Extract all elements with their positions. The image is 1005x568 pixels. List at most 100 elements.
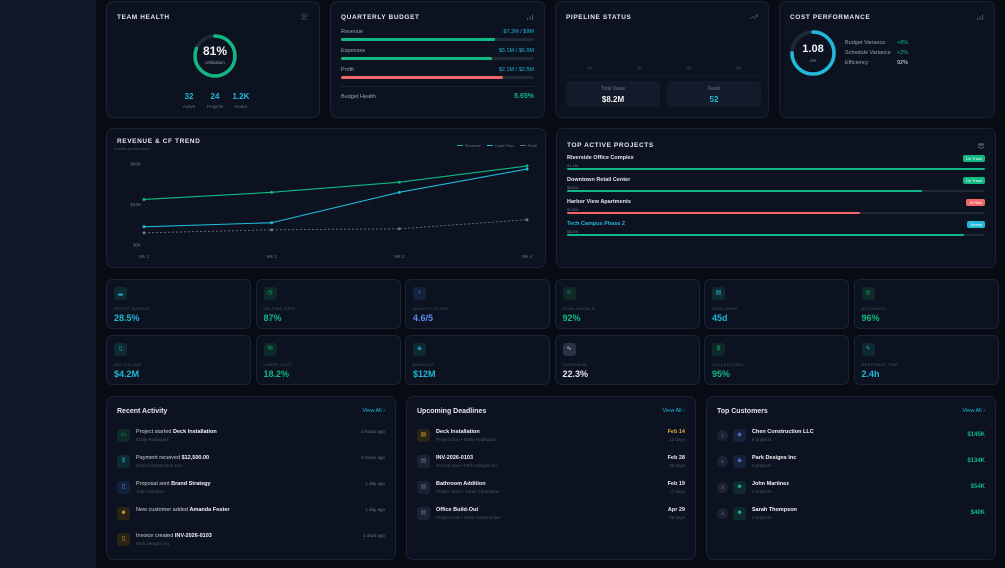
data-point[interactable] <box>525 218 529 222</box>
customer-title: Park Designs Inc <box>752 455 797 461</box>
kpi-value: 87% <box>263 313 282 323</box>
customer-title: John Martinez <box>752 481 789 487</box>
data-point[interactable] <box>397 190 401 194</box>
deadline-date-block: Feb 14 12 days <box>668 429 685 442</box>
deadline-name: Office Build-Out <box>436 507 478 513</box>
data-point[interactable] <box>270 190 274 194</box>
activity-time: 1 day ago <box>365 507 385 512</box>
deadline-date: Feb 14 <box>667 429 685 435</box>
project-name[interactable]: Riverside Office Complex <box>567 155 634 161</box>
customer-item[interactable]: 3 ☻ John Martinez 3 projects $54K <box>717 481 985 503</box>
kpi-card-accuracy[interactable]: ◎ ACCURACY 96% <box>853 279 999 329</box>
project-row[interactable]: Tech Campus Phase 2 $620K Ahead <box>567 221 985 243</box>
customer-projects: 2 projects <box>752 515 772 520</box>
data-point[interactable] <box>397 227 401 231</box>
data-point[interactable] <box>525 164 529 168</box>
view-all-activity-link[interactable]: View All › <box>362 408 385 414</box>
kpi-card-backlog[interactable]: ◈ BACKLOG $12M <box>405 335 550 385</box>
kpi-card-response-time[interactable]: ϟ RESPONSE TIME 2.4h <box>853 335 999 385</box>
data-point[interactable] <box>142 231 146 235</box>
project-progress-fill <box>567 190 923 192</box>
quarter-label: Q4 <box>736 65 742 70</box>
pipeline-title: PIPELINE STATUS <box>566 14 632 21</box>
team-health-title: TEAM HEALTH <box>117 14 170 21</box>
data-point[interactable] <box>525 167 529 171</box>
view-all-deadlines-link[interactable]: View All › <box>662 408 685 414</box>
customer-item[interactable]: 2 ◈ Park Designs Inc 6 projects $134K <box>717 455 985 477</box>
activity-item[interactable]: ☻ New customer added Amanda Foster 1 day a… <box>117 507 385 529</box>
activity-subject: Deck Installation <box>173 429 217 435</box>
data-point[interactable] <box>270 228 274 232</box>
y-tick-label: $0K <box>133 243 141 248</box>
kpi-card-team-morale[interactable]: ☺ TEAM MORALE 92% <box>554 279 700 329</box>
kpi-card-bid-volume[interactable]: ▯ BID VOLUME $4.2M <box>106 335 251 385</box>
kpi-card-quality-score[interactable]: ♁ QUALITY SCORE 4.6/5 <box>405 279 550 329</box>
project-name[interactable]: Tech Campus Phase 2 <box>567 221 625 227</box>
trend-subtitle: 4-week performance <box>114 146 151 151</box>
project-name[interactable]: Harbor View Apartments <box>567 199 631 205</box>
project-row[interactable]: Riverside Office Complex $1.2M On Track <box>567 155 985 177</box>
project-name[interactable]: Downtown Retail Center <box>567 177 631 183</box>
deadline-item[interactable]: ▤ Bathroom Addition Project Start • Sarah … <box>417 481 685 503</box>
budget-health-value: 5.65% <box>514 93 534 100</box>
quarterly-budget-title: QUARTERLY BUDGET <box>341 14 420 21</box>
kpi-label: OVERHEAD <box>562 362 588 367</box>
deadline-sub: Project Due • Emily Rodriguez <box>436 437 497 442</box>
dollar-icon: $ <box>712 343 725 356</box>
data-point[interactable] <box>397 180 401 184</box>
activity-text: New customer added Amanda Foster <box>136 507 230 513</box>
customer-item[interactable]: 4 ☻ Sarah Thompson 2 projects $40K <box>717 507 985 529</box>
project-amount: $890K <box>567 185 579 190</box>
status-badge: On Track <box>962 155 985 162</box>
customer-name: Chen Construction LLC <box>752 429 814 435</box>
activity-item[interactable]: ▭ Project started Deck Installation Emily … <box>117 429 385 451</box>
kpi-card-profit-margin[interactable]: ▂ PROFIT MARGIN 28.5% <box>106 279 251 329</box>
kpi-value: 95% <box>712 369 731 379</box>
customer-title: Sarah Thompson <box>752 507 797 513</box>
calendar-icon: ▤ <box>417 429 430 442</box>
data-point[interactable] <box>270 221 274 225</box>
view-all-customers-link[interactable]: View All › <box>962 408 985 414</box>
deadline-item[interactable]: ▤ Office Build-Out Project Due • Chen Cons… <box>417 507 685 529</box>
activity-sub: John Martinez <box>136 489 165 494</box>
customer-name: John Martinez <box>752 481 789 487</box>
box-icon: ◈ <box>413 343 426 356</box>
activity-sub: Chen Construction LLC <box>136 463 183 468</box>
deadline-item[interactable]: ▤ INV-2026-0103 Invoice Due • Park Designs… <box>417 455 685 477</box>
activity-text: Invoice created INV-2026-0103 <box>136 533 212 539</box>
budget-bar-expenses <box>341 57 492 60</box>
quarter-label: Q3 <box>686 65 692 70</box>
budget-row-revenue: Revenue $7.2M / $9M <box>341 29 534 43</box>
project-row[interactable]: Harbor View Apartments $745K At Risk <box>567 199 985 221</box>
kpi-value: 96% <box>861 313 880 323</box>
percent-icon: % <box>263 343 277 356</box>
status-badge: At Risk <box>966 199 985 206</box>
team-health-card: TEAM HEALTH 81% Utilization 32 Active 24 P… <box>106 1 320 118</box>
deadline-item[interactable]: ▤ Deck Installation Project Due • Emily Ro… <box>417 429 685 451</box>
cpi-label: CPI <box>809 58 817 63</box>
activity-text: Project started Deck Installation <box>136 429 217 435</box>
clock-icon: ◷ <box>263 287 277 300</box>
project-row[interactable]: Downtown Retail Center $890K On Track <box>567 177 985 199</box>
cpi-ring: 1.08 CPI <box>789 29 837 77</box>
kpi-card-labor-cost[interactable]: % LABOR COST 18.2% <box>255 335 401 385</box>
target-icon: ◎ <box>861 287 875 300</box>
activity-action: Invoice created <box>136 533 175 539</box>
activity-item[interactable]: ▯ Proposal sent Brand Strategy John Martin… <box>117 481 385 503</box>
activity-action: Proposal sent <box>136 481 172 487</box>
data-point[interactable] <box>142 197 146 201</box>
kpi-card-cash-days[interactable]: ▤ CASH DAYS 45d <box>704 279 849 329</box>
kpi-card-collections[interactable]: $ COLLECTIONS 95% <box>704 335 849 385</box>
activity-item[interactable]: ▯ Invoice created INV-2026-0103 Park Desig… <box>117 533 385 555</box>
customer-rank: 3 <box>717 482 728 493</box>
data-point[interactable] <box>142 225 146 229</box>
deadline-days: 26 days <box>669 463 685 468</box>
kpi-card-overhead[interactable]: ∿ OVERHEAD 22.3% <box>554 335 700 385</box>
customer-rank: 4 <box>717 508 728 519</box>
utilization-caption: Utilization <box>205 60 225 65</box>
activity-item[interactable]: $ Payment received $12,500.00 Chen Constru… <box>117 455 385 477</box>
customer-item[interactable]: 1 ◈ Chen Construction LLC 8 projects $145K <box>717 429 985 451</box>
y-tick-label: $80K <box>130 162 141 167</box>
kpi-card-on-time-rate[interactable]: ◷ ON-TIME RATE 87% <box>255 279 401 329</box>
building-icon: ◈ <box>733 455 746 468</box>
